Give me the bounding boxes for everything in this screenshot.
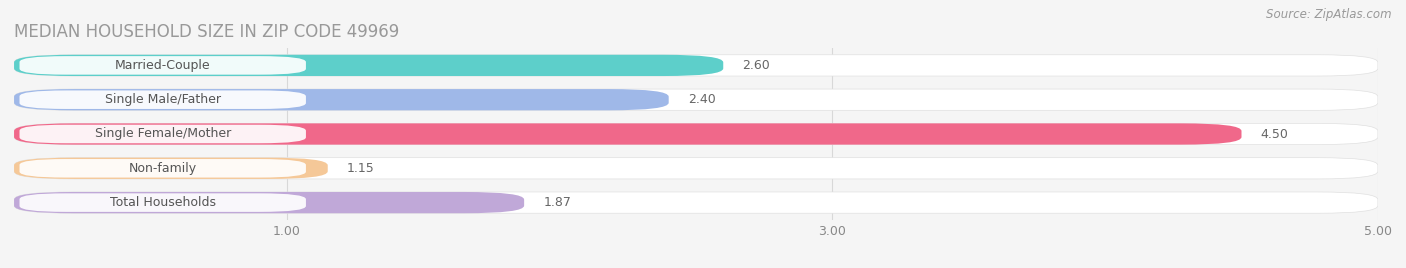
FancyBboxPatch shape <box>14 89 1378 110</box>
Text: Single Male/Father: Single Male/Father <box>104 93 221 106</box>
Text: 2.60: 2.60 <box>742 59 770 72</box>
Text: 1.87: 1.87 <box>543 196 571 209</box>
FancyBboxPatch shape <box>14 89 669 110</box>
FancyBboxPatch shape <box>20 193 307 212</box>
FancyBboxPatch shape <box>20 90 307 109</box>
Text: Source: ZipAtlas.com: Source: ZipAtlas.com <box>1267 8 1392 21</box>
Text: 1.15: 1.15 <box>347 162 374 175</box>
Text: Single Female/Mother: Single Female/Mother <box>94 128 231 140</box>
Text: 4.50: 4.50 <box>1261 128 1288 140</box>
Text: Married-Couple: Married-Couple <box>115 59 211 72</box>
FancyBboxPatch shape <box>14 123 1378 145</box>
FancyBboxPatch shape <box>14 192 1378 213</box>
FancyBboxPatch shape <box>20 159 307 178</box>
FancyBboxPatch shape <box>14 123 1241 145</box>
FancyBboxPatch shape <box>14 158 328 179</box>
Text: Total Households: Total Households <box>110 196 215 209</box>
FancyBboxPatch shape <box>14 158 1378 179</box>
Text: 2.40: 2.40 <box>688 93 716 106</box>
FancyBboxPatch shape <box>14 55 723 76</box>
Text: MEDIAN HOUSEHOLD SIZE IN ZIP CODE 49969: MEDIAN HOUSEHOLD SIZE IN ZIP CODE 49969 <box>14 23 399 41</box>
FancyBboxPatch shape <box>14 192 524 213</box>
FancyBboxPatch shape <box>14 55 1378 76</box>
FancyBboxPatch shape <box>20 125 307 143</box>
Text: Non-family: Non-family <box>129 162 197 175</box>
FancyBboxPatch shape <box>20 56 307 75</box>
